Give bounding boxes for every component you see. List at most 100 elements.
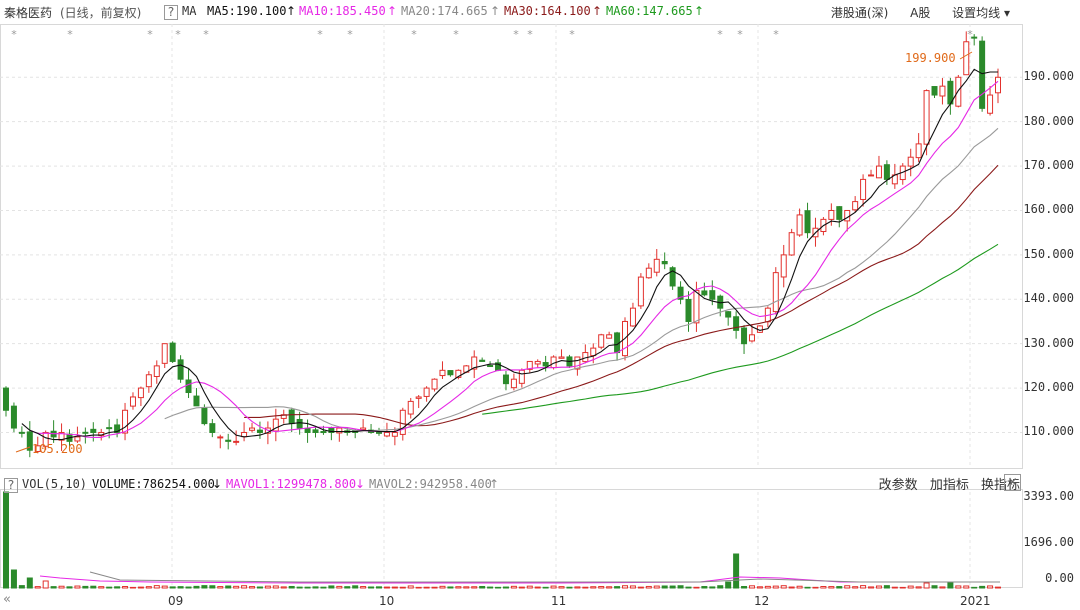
help-icon[interactable]: ? [4,478,18,493]
candle [26,431,33,451]
candle [161,343,168,364]
volume-bar [883,585,890,589]
volume-bar [526,585,533,589]
candle [217,436,224,439]
candle [479,359,486,362]
candle [233,440,240,443]
volume-bar [709,586,716,589]
volume-bar [280,586,287,589]
candle [939,85,946,97]
candle [661,260,668,265]
candle [677,286,684,300]
up-arrow-icon: ↑ [592,4,603,18]
candle [399,409,406,435]
candle [971,36,978,39]
volume-buttons: 改参数 加指标 换指标 [871,474,1020,493]
volume-bar [606,586,613,589]
volume-bar [947,581,954,589]
price-axis-label: 130.000 [1023,335,1074,350]
candle [391,431,398,437]
volume-bar [796,585,803,589]
volume-bar [907,585,914,589]
candle [153,365,160,377]
event-marker-icon: * [67,28,73,41]
candle [907,156,914,167]
volume-bar [66,586,73,589]
scroll-left-icon[interactable]: « [3,592,11,607]
volume-bar [344,586,351,589]
up-arrow-icon: ↑ [694,4,705,18]
volume-bar [161,585,168,589]
volume-bar [590,586,597,589]
volume-bar [915,586,922,589]
volume-bar [169,586,176,589]
volume-bar [193,585,200,589]
change-params-button[interactable]: 改参数 [878,478,918,493]
candle [915,143,922,159]
x-axis-label: 2021 [960,594,991,608]
volume-bar [368,586,375,589]
price-axis-label: 190.000 [1023,69,1074,84]
a-share-button[interactable]: A股 [910,6,931,20]
candle [58,431,65,441]
volume-bar [431,586,438,589]
help-icon[interactable]: ? [164,5,178,20]
volume-bar [987,585,994,589]
candle [471,356,478,370]
volume-bar [637,586,644,589]
candle [598,334,605,348]
candle [360,427,367,431]
candle [145,374,152,388]
mavol1-line [39,575,1000,584]
candle [709,290,716,300]
ma20-value: MA20:174.665 [401,4,488,18]
switch-indicator-button[interactable]: 换指标 [980,478,1020,493]
hk-connect-button[interactable]: 港股通(深) [830,6,889,20]
candle [272,418,279,432]
volume-bar [836,586,843,589]
volume-axis-label: 1696.00 [1023,535,1074,549]
volume-bar [899,586,906,589]
x-axis-label: 11 [551,594,567,608]
candle [34,445,41,452]
ma-label: MA [182,4,197,18]
candle [439,369,446,377]
candle [423,387,430,397]
candle [177,359,184,380]
candle [931,86,938,96]
price-axis-label: 150.000 [1023,246,1074,261]
volume-bar [177,586,184,589]
volume-bar [574,586,581,589]
volume-bar [415,586,422,589]
volume-bar [963,585,970,589]
volume-bar [875,585,882,589]
x-axis-label: 12 [754,594,770,608]
volume-bar [717,585,724,589]
volume-bar [447,586,454,589]
volume-bar [114,586,121,589]
mavol2-line [89,571,1000,583]
volume-bar [399,586,406,589]
candle [312,429,319,433]
ma30-value: MA30:164.100 [504,4,591,18]
candle [788,232,795,256]
up-arrow-icon: ↑ [490,4,501,18]
volume-bar [360,586,367,589]
candle [375,431,382,434]
stock-title: 秦格医药 [4,6,53,20]
ma-settings-dropdown[interactable]: 设置均线 ▾ [952,6,1010,20]
candle [431,378,438,390]
down-arrow-icon: ↓ [355,477,366,491]
event-marker-icon: * [513,28,519,41]
close-icon[interactable]: ✕ [1004,474,1021,491]
candle [455,369,462,378]
candle [780,254,787,278]
volume-bar [288,585,295,589]
candle [645,267,652,279]
min-price-pointer [15,446,31,453]
volume-bar [510,585,517,589]
add-indicator-button[interactable]: 加指标 [929,478,969,493]
candle [923,90,930,145]
volume-bar [701,586,708,589]
